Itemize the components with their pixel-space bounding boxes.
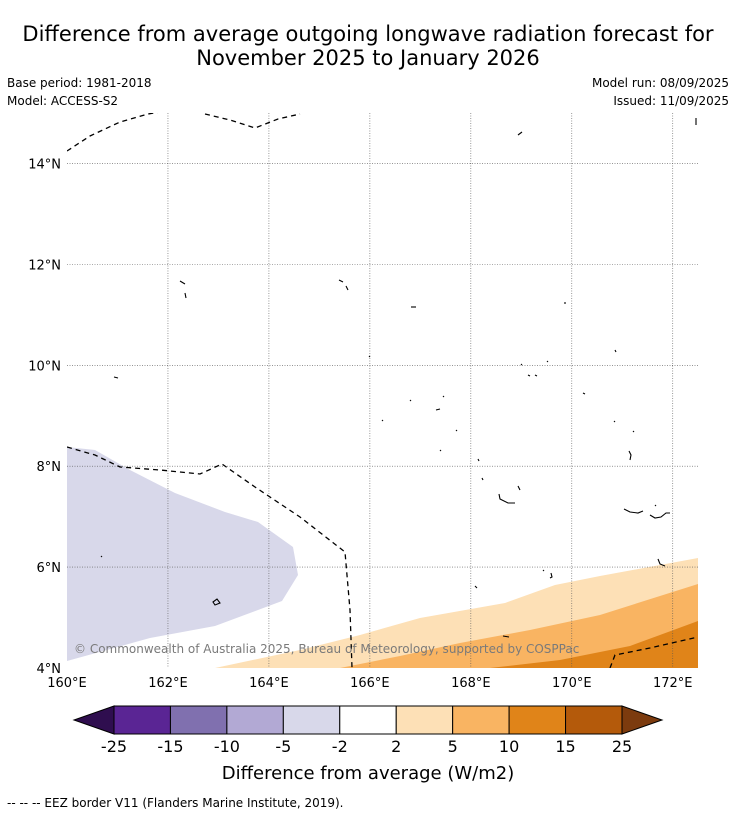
lon-tick-label: 164°E xyxy=(249,676,289,691)
colorbar-tick-label: 15 xyxy=(555,737,575,756)
chart-title: Difference from average outgoing longwav… xyxy=(0,22,736,70)
lat-tick-label: 10°N xyxy=(28,359,61,374)
island xyxy=(502,635,510,638)
eez-border-west xyxy=(67,446,353,668)
anomaly-region-5-to-10 xyxy=(340,584,698,668)
island xyxy=(113,376,119,379)
lon-tick-label: 162°E xyxy=(148,676,188,691)
model-name: Model: ACCESS-S2 xyxy=(7,94,119,108)
island xyxy=(439,429,635,452)
base-period: Base period: 1981-2018 xyxy=(7,76,152,90)
island xyxy=(517,131,523,136)
lat-tick-label: 4°N xyxy=(37,662,62,677)
gridlines xyxy=(67,113,698,668)
colorbar-tick-label: -2 xyxy=(332,737,348,756)
title-line-1: Difference from average outgoing longwav… xyxy=(22,22,714,46)
colorbar-tick-label: -5 xyxy=(275,737,291,756)
colorbar-swatch xyxy=(282,705,341,735)
colorbar-swatch xyxy=(395,705,454,735)
anomaly-region-neg-5-to-2 xyxy=(67,447,298,661)
island xyxy=(477,458,484,481)
colorbar: -25 -15 -10 -5 -2 2 5 10 15 25 Difference from av… xyxy=(72,705,664,784)
issued-date: Issued: 11/09/2025 xyxy=(613,94,729,108)
colorbar-swatch xyxy=(452,705,510,735)
colorbar-tick-labels: -25 -15 -10 -5 -2 2 5 10 15 25 xyxy=(101,737,632,756)
island xyxy=(368,349,617,358)
island xyxy=(498,485,521,504)
colorbar-low-extend xyxy=(72,705,115,735)
copyright-text: © Commonwealth of Australia 2025, Bureau… xyxy=(74,642,579,656)
lat-tick-label: 14°N xyxy=(28,157,61,172)
island xyxy=(100,555,103,558)
island xyxy=(657,558,666,567)
eez-border-north xyxy=(67,113,301,152)
islands xyxy=(100,118,697,638)
lon-tick-label: 168°E xyxy=(451,676,491,691)
island xyxy=(628,450,632,461)
colorbar-swatch xyxy=(169,705,228,735)
lat-tick-label: 8°N xyxy=(37,460,62,475)
colorbar-tick-label: -25 xyxy=(101,737,127,756)
lat-tick-label: 12°N xyxy=(28,258,61,273)
colorbar-tick-label: -15 xyxy=(157,737,183,756)
eez-border-southeast xyxy=(609,636,698,668)
island xyxy=(381,408,616,423)
map-area: © Commonwealth of Australia 2025, Bureau… xyxy=(67,113,698,668)
meta-left: Base period: 1981-2018 Model: ACCESS-S2 xyxy=(7,74,152,110)
lon-tick-label: 170°E xyxy=(552,676,592,691)
eez-borders xyxy=(67,113,698,668)
island xyxy=(474,585,478,589)
anomaly-shading xyxy=(67,447,698,668)
colorbar-tick-label: 10 xyxy=(499,737,519,756)
island xyxy=(179,280,187,299)
colorbar-swatch xyxy=(508,705,567,735)
island xyxy=(338,279,349,291)
colorbar-swatch xyxy=(226,705,284,735)
lon-tick-label: 160°E xyxy=(47,676,87,691)
island xyxy=(542,569,553,579)
latitude-labels: 4°N 6°N 8°N 10°N 12°N 14°N xyxy=(28,157,61,677)
lon-tick-label: 166°E xyxy=(350,676,390,691)
eez-legend-note: -- -- -- EEZ border V11 (Flanders Marine… xyxy=(7,796,344,810)
model-run: Model run: 08/09/2025 xyxy=(591,76,729,90)
colorbar-swatch xyxy=(339,705,397,735)
island xyxy=(212,598,221,606)
colorbar-swatch xyxy=(113,705,171,735)
lat-tick-label: 6°N xyxy=(37,561,62,576)
island xyxy=(623,508,644,514)
meta-right: Model run: 08/09/2025 Issued: 11/09/2025 xyxy=(592,74,729,110)
colorbar-swatch xyxy=(565,705,623,735)
colorbar-tick-label: -10 xyxy=(214,737,240,756)
title-line-2: November 2025 to January 2026 xyxy=(196,46,540,70)
colorbar-tick-label: 2 xyxy=(391,737,401,756)
colorbar-tick-label: 25 xyxy=(612,737,632,756)
colorbar-label: Difference from average (W/m2) xyxy=(222,763,514,784)
anomaly-region-10-to-15 xyxy=(490,621,698,668)
colorbar-high-extend xyxy=(621,705,664,735)
lon-tick-label: 172°E xyxy=(653,676,693,691)
colorbar-swatches xyxy=(113,705,623,735)
island xyxy=(520,360,549,377)
colorbar-tick-label: 5 xyxy=(448,737,458,756)
island xyxy=(409,392,586,402)
longitude-labels: 160°E 162°E 164°E 166°E 168°E 170°E 172°E xyxy=(47,676,692,691)
island xyxy=(649,504,670,519)
